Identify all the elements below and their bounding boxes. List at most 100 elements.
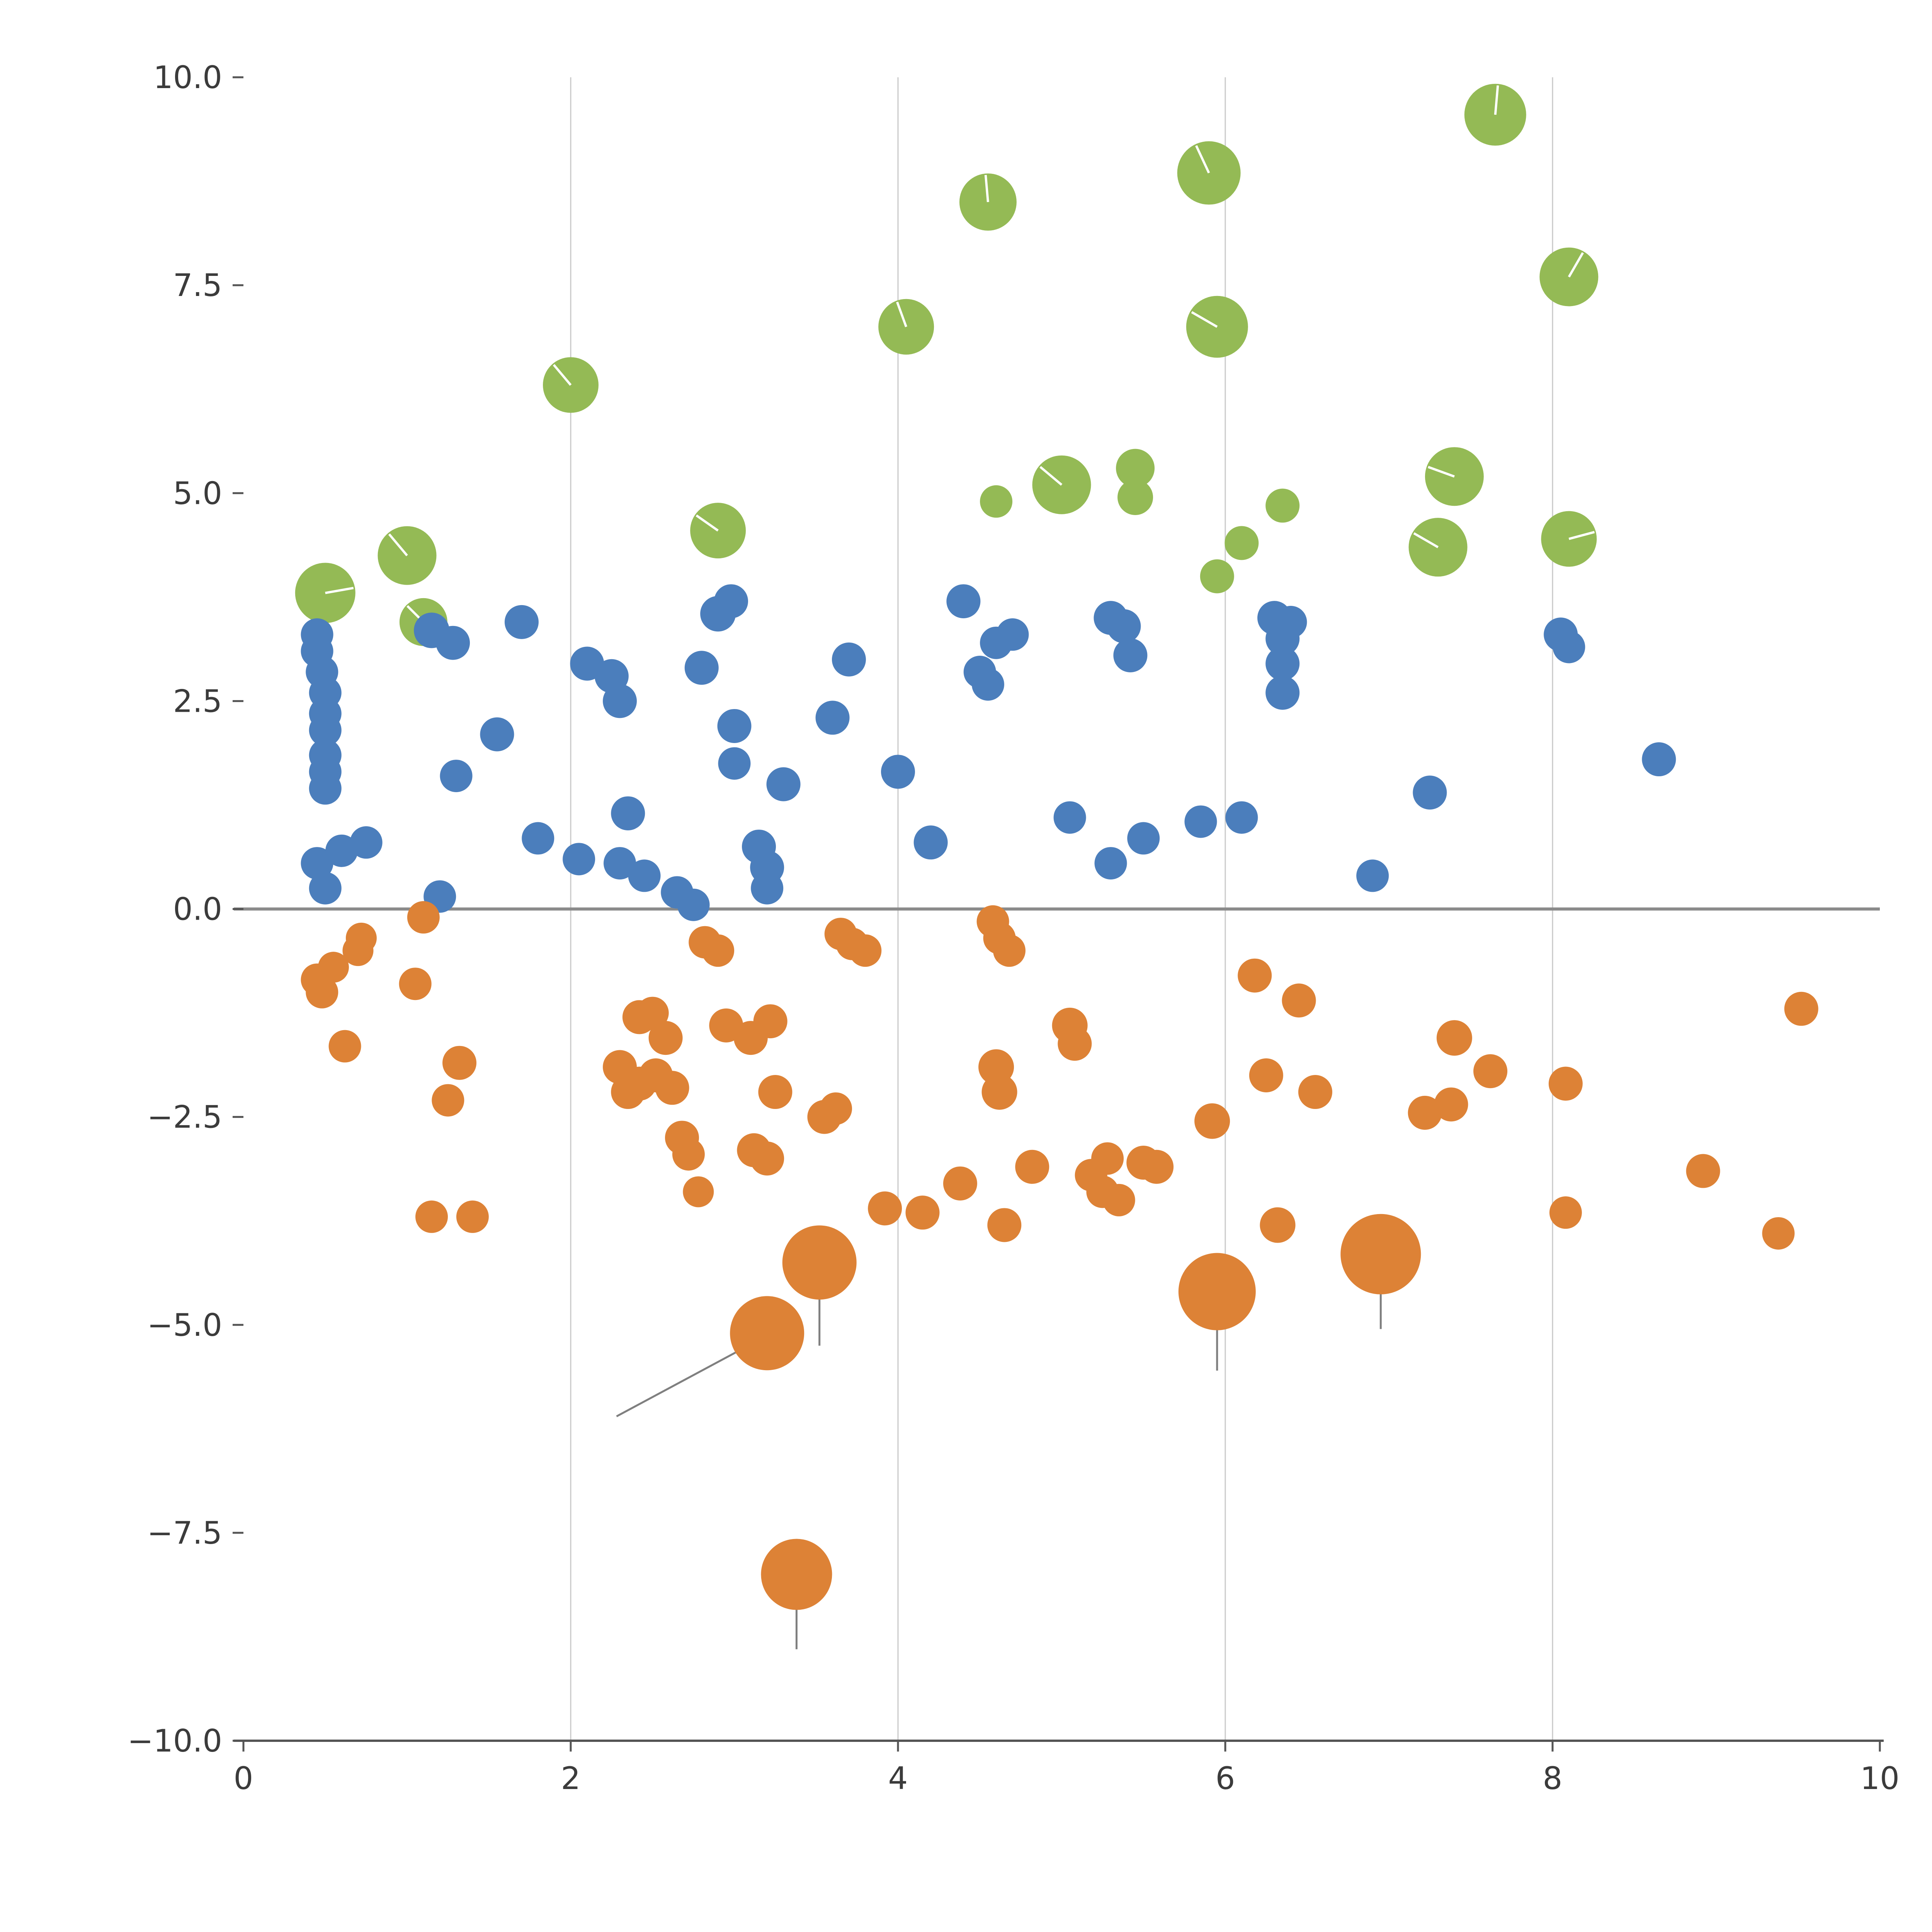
y-tick-label: −7.5 (147, 1515, 222, 1551)
data-point-orange (318, 952, 349, 983)
data-point-orange (1058, 1027, 1092, 1061)
data-point-blue (440, 760, 473, 793)
y-tick-label: −10.0 (128, 1723, 222, 1759)
marker-hand (896, 301, 907, 327)
data-point-green (1265, 488, 1300, 523)
data-point-orange (1548, 1066, 1583, 1101)
data-point-blue (522, 822, 554, 855)
data-point-blue (604, 847, 636, 880)
data-point-orange (655, 1071, 689, 1105)
y-tick-label: −2.5 (147, 1099, 222, 1135)
x-tick-label: 8 (1543, 1760, 1563, 1796)
y-tick-label: 0.0 (173, 891, 222, 927)
data-point-orange (993, 934, 1026, 967)
marker-hand (1568, 252, 1584, 278)
data-point-blue (1413, 776, 1447, 810)
marker-hand (1191, 311, 1218, 328)
data-point-orange (456, 1200, 489, 1233)
data-point-orange (1549, 1196, 1582, 1229)
data-point-orange (730, 1296, 804, 1371)
data-point-orange (753, 1004, 787, 1039)
data-point-blue (717, 709, 752, 743)
data-point-orange (750, 1141, 784, 1176)
data-point-orange (1298, 1075, 1332, 1109)
marker-hand (1195, 145, 1210, 173)
data-point-blue (436, 626, 470, 660)
data-point-blue (832, 642, 866, 677)
data-point-orange (345, 922, 377, 954)
data-point-blue (504, 605, 539, 639)
data-point-orange (648, 1021, 683, 1055)
x-tick-label: 2 (561, 1760, 581, 1796)
data-point-blue (1127, 822, 1160, 855)
data-point-orange (761, 1539, 832, 1610)
data-point-orange (905, 1196, 940, 1230)
y-tick-label: 10.0 (153, 60, 222, 95)
data-point-green (543, 357, 599, 413)
data-point-green (1200, 559, 1234, 594)
data-point-orange (943, 1166, 977, 1201)
y-tick-label: 2.5 (173, 683, 222, 719)
data-point-orange (1178, 1253, 1256, 1330)
y-tick-label: 5.0 (173, 475, 222, 511)
data-point-blue (971, 668, 1004, 701)
data-point-orange (432, 1084, 464, 1117)
y-tick-label: −5.0 (147, 1307, 222, 1343)
data-point-blue (603, 684, 637, 718)
data-point-blue (913, 825, 948, 860)
data-point-green (980, 485, 1013, 518)
data-point-green (1117, 480, 1153, 515)
data-point-orange (782, 1225, 857, 1300)
data-point-green (1116, 449, 1155, 488)
data-point-orange (849, 934, 882, 967)
data-point-orange (1784, 992, 1818, 1026)
data-point-blue (1553, 631, 1585, 663)
data-point-orange (1015, 1150, 1049, 1184)
x-tick-label: 10 (1860, 1760, 1900, 1796)
data-point-orange (683, 1176, 714, 1208)
data-point-orange (820, 1092, 852, 1125)
data-point-blue (309, 872, 342, 905)
data-point-blue (1094, 847, 1127, 880)
marker-hand (1568, 531, 1595, 540)
data-point-blue (325, 834, 358, 867)
marker-hand (1494, 85, 1499, 115)
data-point-orange (868, 1191, 902, 1226)
data-point-orange (1102, 1184, 1135, 1216)
data-point-orange (1238, 958, 1272, 993)
data-point-orange (981, 1074, 1017, 1110)
data-point-blue (350, 826, 383, 859)
data-point-orange (306, 976, 338, 1009)
data-point-orange (1473, 1054, 1508, 1088)
marker-hand (984, 175, 989, 202)
data-point-blue (1225, 801, 1258, 834)
data-point-orange (758, 1075, 793, 1109)
data-point-orange (1686, 1154, 1720, 1188)
data-point-green (1225, 526, 1259, 560)
data-point-blue (751, 872, 784, 905)
data-point-orange (1194, 1103, 1230, 1139)
data-point-blue (1265, 646, 1300, 681)
data-point-orange (1408, 1095, 1442, 1130)
data-point-blue (714, 584, 748, 619)
data-point-blue (1356, 859, 1389, 892)
data-point-blue (563, 843, 595, 876)
marker-hand (553, 364, 572, 386)
data-point-orange (636, 997, 669, 1029)
data-point-orange (672, 1138, 705, 1171)
marker-hand (1428, 466, 1455, 478)
data-point-orange (1340, 1214, 1421, 1294)
x-tick-label: 0 (234, 1760, 253, 1796)
marker-hand (1413, 532, 1439, 548)
data-point-orange (442, 1046, 477, 1080)
data-point-blue (628, 859, 661, 892)
data-point-blue (1053, 801, 1086, 834)
data-point-blue (815, 701, 850, 735)
data-point-orange (987, 1208, 1022, 1242)
data-point-blue (1265, 621, 1300, 656)
data-point-blue (1642, 742, 1676, 777)
data-point-blue (684, 651, 719, 685)
data-point-orange (328, 1030, 361, 1063)
data-point-blue (946, 584, 981, 619)
data-point-blue (1184, 805, 1217, 838)
